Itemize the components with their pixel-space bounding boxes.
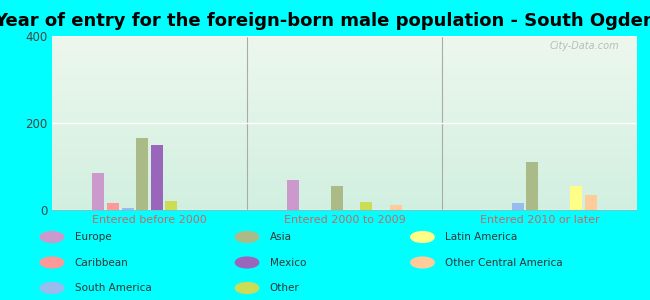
- Bar: [332, 186, 343, 210]
- Bar: [570, 186, 582, 210]
- Bar: [512, 203, 523, 210]
- Bar: [107, 203, 119, 210]
- Text: South America: South America: [75, 283, 151, 293]
- Bar: [166, 201, 177, 210]
- Bar: [526, 162, 538, 210]
- Text: Other: Other: [270, 283, 300, 293]
- Text: Year of entry for the foreign-born male population - South Ogden: Year of entry for the foreign-born male …: [0, 12, 650, 30]
- Text: Latin America: Latin America: [445, 232, 517, 242]
- Bar: [92, 173, 104, 210]
- Bar: [390, 205, 402, 210]
- Bar: [136, 138, 148, 210]
- Text: Mexico: Mexico: [270, 257, 306, 268]
- Bar: [287, 179, 299, 210]
- Text: City-Data.com: City-Data.com: [550, 41, 619, 51]
- Bar: [122, 208, 133, 210]
- Text: Europe: Europe: [75, 232, 111, 242]
- Bar: [361, 202, 372, 210]
- Bar: [585, 195, 597, 210]
- Text: Other Central America: Other Central America: [445, 257, 563, 268]
- Text: Caribbean: Caribbean: [75, 257, 129, 268]
- Text: Asia: Asia: [270, 232, 292, 242]
- Bar: [151, 145, 162, 210]
